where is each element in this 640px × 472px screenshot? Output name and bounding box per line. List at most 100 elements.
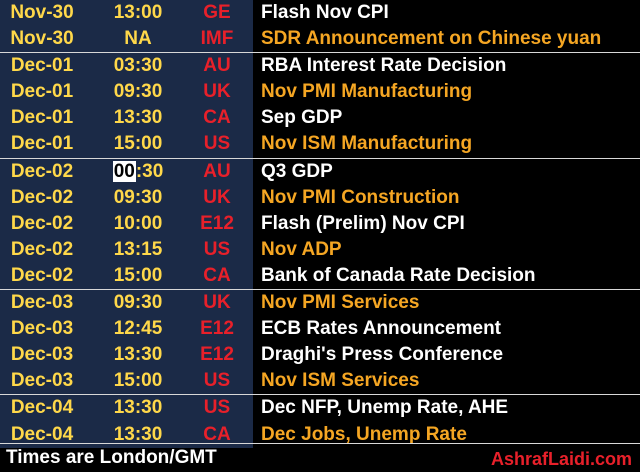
calendar-row: Dec-03 12:45 E12 ECB Rates Announcement bbox=[0, 316, 640, 343]
event-date: Nov-30 bbox=[10, 28, 74, 50]
calendar-row: Dec-01 03:30 AU RBA Interest Rate Decision bbox=[0, 52, 640, 80]
currency-code: US bbox=[203, 397, 231, 419]
calendar-row: Nov-30 NA IMF SDR Announcement on Chinese y… bbox=[0, 26, 640, 53]
row-background-panel bbox=[0, 342, 253, 369]
calendar-row: Dec-03 15:00 US Nov ISM Services bbox=[0, 368, 640, 395]
row-background-panel bbox=[0, 262, 253, 290]
event-date: Dec-02 bbox=[10, 212, 74, 234]
event-date: Dec-02 bbox=[10, 238, 74, 260]
currency-code: US bbox=[203, 238, 231, 260]
currency-code: CA bbox=[203, 107, 231, 129]
event-date: Dec-01 bbox=[10, 55, 74, 77]
row-background-panel bbox=[0, 105, 253, 132]
time-highlight: 00 bbox=[112, 160, 136, 182]
calendar-row: Nov-30 13:00 GE Flash Nov CPI bbox=[0, 0, 640, 27]
event-date: Dec-02 bbox=[10, 186, 74, 208]
event-time: 09:30 bbox=[113, 81, 163, 103]
currency-code: AU bbox=[203, 55, 231, 77]
event-time: 15:00 bbox=[113, 370, 163, 392]
row-background-panel bbox=[0, 53, 253, 80]
event-name: Dec NFP, Unemp Rate, AHE bbox=[261, 397, 509, 419]
currency-code: CA bbox=[203, 423, 231, 445]
currency-code: UK bbox=[203, 292, 231, 314]
currency-code: US bbox=[203, 370, 231, 392]
row-background-panel bbox=[0, 368, 253, 395]
row-background-panel bbox=[0, 131, 253, 158]
event-name: Bank of Canada Rate Decision bbox=[261, 264, 536, 286]
event-name: SDR Announcement on Chinese yuan bbox=[261, 28, 602, 50]
currency-code: AU bbox=[203, 160, 231, 182]
event-time: 09:30 bbox=[113, 186, 163, 208]
event-date: Nov-30 bbox=[10, 2, 74, 23]
currency-code: E12 bbox=[200, 212, 234, 234]
row-background-panel bbox=[0, 184, 253, 211]
event-time: 13:30 bbox=[113, 107, 163, 129]
currency-code: CA bbox=[203, 264, 231, 286]
calendar-row: Dec-01 15:00 US Nov ISM Manufacturing bbox=[0, 131, 640, 158]
row-background-panel bbox=[0, 395, 253, 422]
event-name: Nov PMI Construction bbox=[261, 186, 460, 208]
event-date: Dec-03 bbox=[10, 344, 74, 366]
currency-code: E12 bbox=[200, 318, 234, 340]
event-name: Flash Nov CPI bbox=[261, 2, 389, 23]
row-background-panel bbox=[0, 236, 253, 263]
currency-code: IMF bbox=[200, 28, 234, 50]
event-name: Sep GDP bbox=[261, 107, 343, 129]
currency-code: UK bbox=[203, 186, 231, 208]
calendar-row: Dec-03 09:30 UK Nov PMI Services bbox=[0, 289, 640, 317]
event-date: Dec-03 bbox=[10, 318, 74, 340]
event-time: 15:00 bbox=[113, 133, 163, 155]
calendar-row: Dec-04 13:30 US Dec NFP, Unemp Rate, AHE bbox=[0, 394, 640, 422]
event-time: 12:45 bbox=[113, 318, 163, 340]
currency-code: US bbox=[203, 133, 231, 155]
event-time: 13:00 bbox=[113, 2, 163, 23]
event-date: Dec-01 bbox=[10, 107, 74, 129]
event-time: 13:30 bbox=[113, 344, 163, 366]
event-time: 03:30 bbox=[113, 55, 163, 77]
row-background-panel bbox=[0, 210, 253, 237]
event-date: Dec-03 bbox=[10, 292, 74, 314]
currency-code: UK bbox=[203, 81, 231, 103]
event-name: Flash (Prelim) Nov CPI bbox=[261, 212, 465, 234]
row-background-panel bbox=[0, 26, 253, 53]
calendar-row: Dec-02 10:00 E12 Flash (Prelim) Nov CPI bbox=[0, 210, 640, 237]
event-name: Nov ISM Services bbox=[261, 370, 420, 392]
row-background-panel bbox=[0, 79, 253, 106]
calendar-row: Dec-04 13:30 CA Dec Jobs, Unemp Rate bbox=[0, 421, 640, 448]
event-name: Dec Jobs, Unemp Rate bbox=[261, 423, 467, 445]
row-background-panel bbox=[0, 316, 253, 343]
economic-calendar-table: Nov-30 13:00 GE Flash Nov CPI Nov-30 NA IMF SDR… bbox=[0, 0, 640, 448]
event-name: ECB Rates Announcement bbox=[261, 318, 501, 340]
event-date: Dec-03 bbox=[10, 370, 74, 392]
timezone-note: Times are London/GMT bbox=[6, 447, 217, 468]
event-name: Q3 GDP bbox=[261, 160, 333, 182]
event-name: Nov ADP bbox=[261, 238, 342, 260]
event-time: 13:30 bbox=[113, 423, 163, 445]
event-name: Draghi's Press Conference bbox=[261, 344, 504, 366]
event-name: RBA Interest Rate Decision bbox=[261, 55, 507, 77]
calendar-row: Dec-02 15:00 CA Bank of Canada Rate Decisio… bbox=[0, 262, 640, 290]
event-date: Dec-01 bbox=[10, 81, 74, 103]
event-time: 09:30 bbox=[113, 292, 163, 314]
event-date: Dec-04 bbox=[10, 397, 74, 419]
brand-watermark: AshrafLaidi.com bbox=[490, 449, 632, 469]
event-time: 15:00 bbox=[113, 264, 163, 286]
calendar-row: Dec-03 13:30 E12 Draghi's Press Conference bbox=[0, 342, 640, 369]
calendar-row: Dec-02 00:30 AU Q3 GDP bbox=[0, 157, 640, 185]
footer: Times are London/GMT AshrafLaidi.com bbox=[0, 443, 640, 471]
currency-code: GE bbox=[203, 2, 231, 23]
row-background-panel bbox=[0, 0, 253, 27]
calendar-row: Dec-02 13:15 US Nov ADP bbox=[0, 236, 640, 263]
time-rest: :30 bbox=[135, 160, 164, 182]
event-time: 13:30 bbox=[113, 397, 163, 419]
event-time: 10:00 bbox=[113, 212, 163, 234]
event-date: Dec-04 bbox=[10, 423, 74, 445]
event-name: Nov PMI Services bbox=[261, 292, 420, 314]
currency-code: E12 bbox=[200, 344, 234, 366]
event-time: 13:15 bbox=[113, 238, 163, 260]
calendar-row: Dec-02 09:30 UK Nov PMI Construction bbox=[0, 184, 640, 211]
event-date: Dec-02 bbox=[10, 160, 74, 182]
event-name: Nov ISM Manufacturing bbox=[261, 133, 473, 155]
event-name: Nov PMI Manufacturing bbox=[261, 81, 473, 103]
event-time: NA bbox=[124, 28, 152, 50]
